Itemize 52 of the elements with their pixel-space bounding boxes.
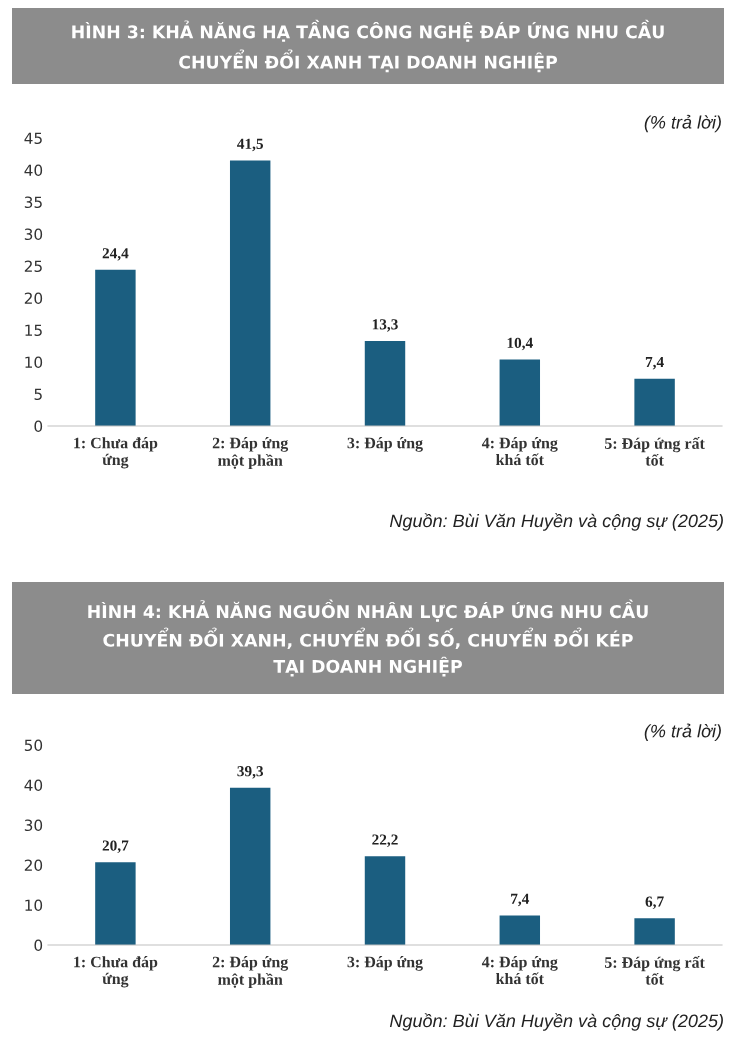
bar — [364, 340, 406, 426]
chart-title: HÌNH 3: KHẢ NĂNG HẠ TẦNG CÔNG NGHỆ ĐÁP ỨNG NHU CẦU CHUYỂN ĐỔI XANH TẠI DOANH NGHIỆP — [72, 19, 664, 73]
y-tick-label: 40 — [24, 164, 43, 177]
text: (% trả lời) — [644, 723, 721, 741]
y-tick-label: 30 — [24, 228, 43, 241]
chart-title: HÌNH 4: KHẢ NĂNG NGUỒN NHÂN LỰC ĐÁP ỨNG NHU CẦU CHUYỂN ĐỔI XANH, CHUYỂN ĐỔI SỐ, CHUYỂN ĐỔI KÉP TẠI DOANH NGHIỆP — [88, 599, 648, 677]
text: Nguồn: Bùi Văn Huyền và cộng sự (2025) — [389, 513, 723, 531]
data-label: 7,4 — [511, 893, 530, 907]
y-tick-label: 10 — [25, 899, 43, 912]
x-tick-label: 2: Đáp ứng một phần — [212, 956, 289, 989]
y-tick-label: 15 — [25, 324, 42, 337]
data-label: 7,4 — [645, 357, 664, 370]
text: Nguồn: Bùi Văn Huyền và cộng sự (2025) — [389, 1013, 723, 1031]
data-label: 10,4 — [507, 337, 533, 351]
x-tick-label: 5: Đáp ứng rất tốt — [604, 956, 705, 985]
data-label: 41,5 — [237, 138, 264, 152]
y-tick-label: 5 — [34, 388, 42, 401]
y-tick-label: 50 — [24, 739, 43, 752]
x-tick-label: 1: Chưa đáp ứng — [74, 437, 158, 469]
x-tick-label: 3: Đáp ứng — [347, 437, 423, 452]
data-label: 6,7 — [645, 896, 664, 909]
y-tick-label: 20 — [24, 859, 43, 872]
text: (% trả lời) — [644, 114, 721, 133]
data-label: 20,7 — [102, 840, 129, 853]
y-tick-label: 0 — [34, 420, 43, 433]
bar — [634, 918, 675, 945]
data-label: 39,3 — [237, 766, 264, 779]
y-tick-label: 25 — [24, 260, 42, 273]
bar — [499, 359, 541, 426]
x-tick-label: 4: Đáp ứng khá tốt — [481, 437, 558, 466]
bar — [95, 862, 136, 945]
y-tick-label: 10 — [25, 356, 43, 369]
data-label: 24,4 — [102, 248, 129, 261]
bar — [95, 269, 136, 426]
x-tick-label: 3: Đáp ứng — [347, 956, 423, 971]
y-tick-label: 35 — [24, 196, 42, 209]
bar — [229, 787, 271, 945]
x-tick-label: 1: Chưa đáp ứng — [74, 956, 158, 988]
data-label: 22,2 — [372, 834, 398, 847]
bar — [229, 160, 271, 426]
y-tick-label: 30 — [24, 819, 43, 832]
y-tick-label: 20 — [24, 292, 43, 305]
x-tick-label: 5: Đáp ứng rất tốt — [604, 437, 705, 466]
x-tick-label: 4: Đáp ứng khá tốt — [481, 956, 558, 985]
bar — [634, 378, 675, 426]
bar — [499, 915, 541, 945]
data-label: 13,3 — [372, 319, 398, 332]
y-tick-label: 40 — [24, 779, 43, 792]
y-tick-label: 0 — [34, 939, 43, 952]
y-tick-label: 45 — [24, 132, 42, 145]
bar — [364, 856, 406, 945]
x-tick-label: 2: Đáp ứng một phần — [212, 437, 289, 470]
